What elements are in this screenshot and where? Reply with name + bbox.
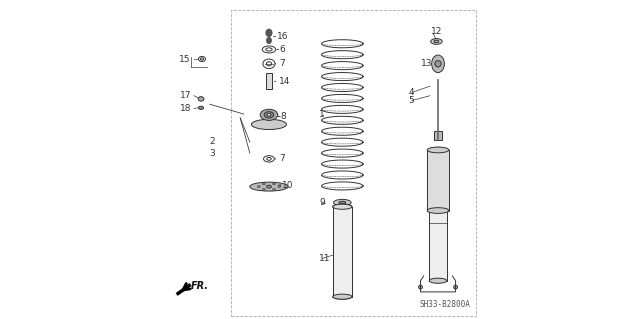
Ellipse shape (198, 106, 204, 109)
Ellipse shape (333, 204, 352, 209)
Ellipse shape (198, 97, 204, 101)
Bar (266, 73, 271, 89)
Text: 17: 17 (180, 91, 191, 100)
Ellipse shape (252, 119, 287, 130)
Ellipse shape (427, 147, 449, 153)
Ellipse shape (333, 204, 352, 209)
Text: 15: 15 (179, 55, 191, 63)
Ellipse shape (333, 294, 352, 299)
Ellipse shape (434, 40, 439, 43)
Ellipse shape (273, 189, 276, 190)
Text: 8: 8 (281, 112, 287, 121)
Text: 9: 9 (319, 198, 324, 207)
Text: 7: 7 (279, 59, 285, 68)
Ellipse shape (257, 186, 260, 188)
Text: 3: 3 (209, 149, 215, 158)
Text: 2: 2 (209, 137, 215, 146)
Text: 1: 1 (319, 110, 325, 119)
Text: 13: 13 (421, 59, 433, 68)
Ellipse shape (262, 183, 266, 185)
Text: SH33-B2800A: SH33-B2800A (419, 300, 470, 309)
Ellipse shape (339, 201, 346, 204)
Bar (429, 150, 447, 281)
Text: 6: 6 (279, 45, 285, 54)
Ellipse shape (419, 285, 422, 289)
Text: 5: 5 (409, 96, 415, 105)
Text: 10: 10 (282, 181, 293, 189)
Ellipse shape (267, 38, 271, 43)
Text: 16: 16 (277, 32, 289, 41)
Text: FR.: FR. (191, 281, 209, 292)
Ellipse shape (333, 199, 351, 206)
Text: 7: 7 (279, 154, 285, 163)
Text: 4: 4 (409, 88, 414, 97)
Bar (427, 150, 449, 211)
Ellipse shape (333, 294, 352, 299)
Ellipse shape (267, 114, 271, 116)
Ellipse shape (427, 208, 449, 213)
Ellipse shape (267, 185, 271, 188)
Ellipse shape (429, 278, 447, 283)
Ellipse shape (264, 112, 274, 118)
Text: 14: 14 (279, 77, 291, 86)
Ellipse shape (260, 109, 278, 121)
Ellipse shape (435, 61, 441, 67)
Ellipse shape (262, 189, 266, 190)
Ellipse shape (266, 29, 272, 36)
Ellipse shape (429, 147, 447, 152)
Ellipse shape (454, 285, 458, 289)
Text: 12: 12 (431, 27, 442, 36)
Ellipse shape (250, 182, 288, 191)
Bar (333, 207, 352, 297)
Text: 18: 18 (180, 104, 191, 113)
Ellipse shape (431, 39, 442, 44)
Ellipse shape (431, 55, 444, 73)
Ellipse shape (278, 186, 281, 188)
Text: 11: 11 (319, 254, 330, 263)
Ellipse shape (273, 183, 276, 185)
Bar (434, 131, 442, 140)
